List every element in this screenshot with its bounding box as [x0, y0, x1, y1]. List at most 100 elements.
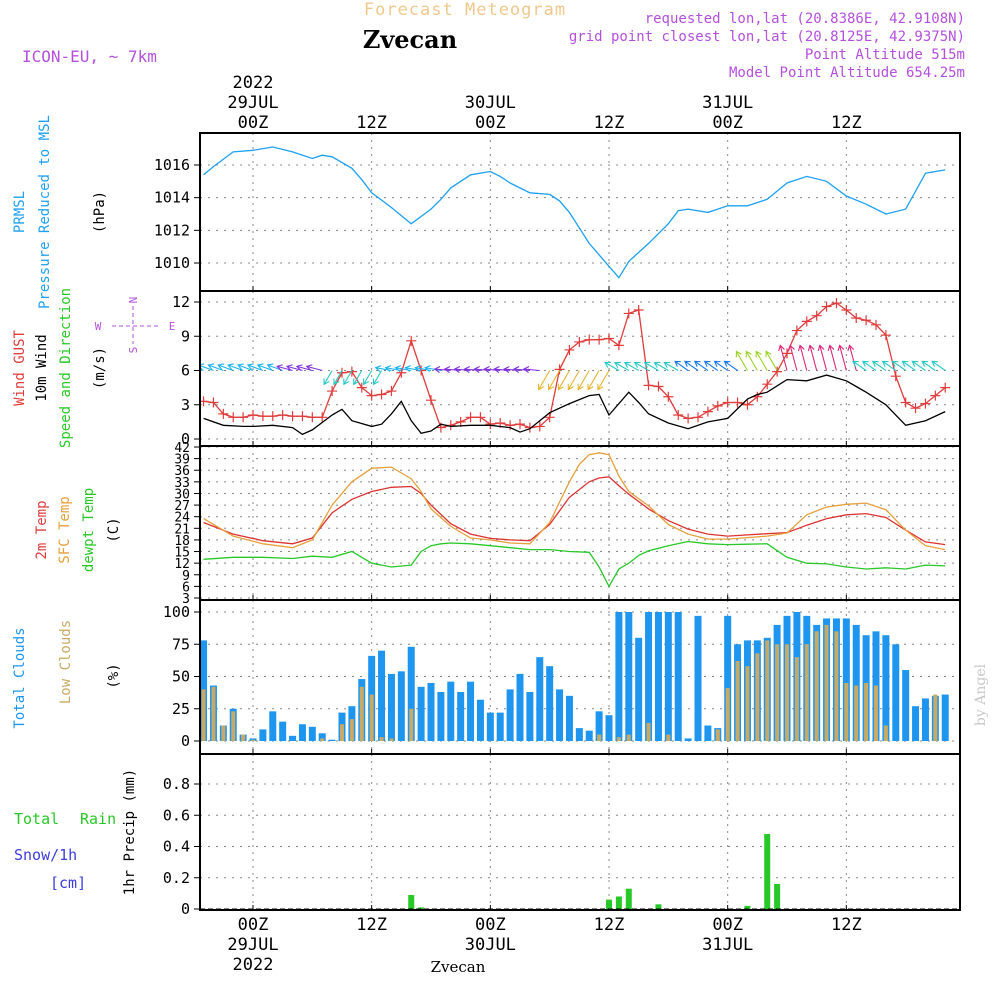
low-cloud-bar	[775, 644, 780, 741]
gust-marker	[287, 411, 298, 422]
gust-marker	[337, 367, 348, 378]
y-tick-label: 18	[174, 534, 190, 549]
gust-marker	[327, 386, 338, 397]
gust-marker	[693, 412, 704, 423]
total-cloud-bar	[565, 695, 573, 741]
wind-arrow	[755, 350, 768, 371]
total-cloud-bar	[921, 698, 929, 741]
total-cloud-bar	[289, 735, 297, 741]
precip-labels: Total Rain Snow/1h [cm] 1hr Precip (mm)	[14, 769, 138, 895]
total-cloud-bar	[308, 726, 316, 741]
gust-marker	[307, 412, 318, 423]
y-tick-label: 1012	[154, 221, 190, 239]
y-tick-label: 1014	[154, 189, 190, 207]
temp-labels: 2m Temp SFC Temp dewpt Temp (C)	[34, 488, 122, 572]
gust-marker	[791, 325, 802, 336]
wind-arrow	[512, 366, 530, 373]
y-tick-label: 3	[181, 396, 190, 414]
gust-marker	[515, 419, 526, 430]
y-tick-label: 39	[174, 453, 190, 468]
total-cloud-bar	[467, 681, 475, 741]
gust-marker	[346, 366, 357, 377]
total-cloud-bar	[437, 691, 445, 741]
clouds-unit-label: (%)	[106, 663, 122, 688]
low-cloud-bar	[616, 737, 621, 741]
total-clouds-label: Total Clouds	[12, 627, 28, 728]
gust-marker	[821, 301, 832, 312]
y-tick-label: 0.4	[163, 838, 190, 856]
low-cloud-bar	[745, 666, 750, 741]
wind-arrow	[323, 370, 333, 386]
gust-marker	[534, 421, 545, 432]
gust-marker	[218, 408, 229, 419]
wind-arrow	[538, 370, 551, 391]
rain-bar	[418, 907, 425, 909]
wind-arrow	[343, 370, 353, 386]
panels: 1010101210141016036912369121518212427303…	[154, 132, 961, 918]
gust-marker	[257, 411, 268, 422]
total-cloud-bar	[387, 673, 395, 741]
gust-marker	[910, 403, 921, 414]
compass-e: E	[169, 320, 176, 333]
wind-arrow	[604, 361, 620, 371]
total-cloud-bar	[417, 686, 425, 741]
snow-unit-label: [cm]	[50, 874, 86, 892]
rain-bar	[625, 888, 632, 909]
temp-unit-label: (C)	[106, 517, 122, 542]
wind10-label: 10m Wind	[34, 334, 50, 401]
gust-marker	[742, 399, 753, 410]
gust-marker	[851, 312, 862, 323]
wind-arrow	[333, 370, 343, 386]
footer-station: Zvecan	[431, 958, 486, 976]
prmsl-label: PRMSL	[12, 191, 28, 233]
model-label: ICON-EU, ~ 7km	[22, 47, 157, 66]
gust-marker	[663, 391, 674, 402]
gust-marker	[386, 386, 397, 397]
total-rain-label-b: Rain	[80, 810, 116, 828]
low-cloud-bar	[379, 737, 384, 741]
total-cloud-bar	[654, 612, 662, 741]
wind-arrow	[765, 350, 778, 371]
total-cloud-bar	[506, 689, 514, 741]
wind-arrow	[921, 360, 936, 371]
wind-arrow	[483, 366, 501, 373]
time-label: 12Z	[356, 915, 387, 935]
wind-arrow	[684, 360, 699, 371]
watermark: by Angel	[973, 663, 989, 726]
time-label: 30JUL	[465, 935, 516, 955]
gust-marker	[900, 397, 911, 408]
y-tick-label: 0.2	[163, 869, 190, 887]
gust-marker	[782, 348, 793, 359]
gust-marker	[861, 315, 872, 326]
total-cloud-bar	[694, 615, 702, 741]
series-wind-gust	[203, 302, 946, 429]
gust-marker	[277, 410, 288, 421]
requested-coords: requested lon,lat (20.8386E, 42.9108N)	[645, 11, 965, 27]
low-cloud-bar	[854, 685, 859, 741]
series-dewpt-temp	[203, 540, 946, 588]
low-cloud-bar	[834, 631, 839, 741]
gust-marker	[356, 382, 367, 393]
wind-arrow	[931, 360, 946, 371]
low-cloud-bar	[725, 688, 730, 741]
total-cloud-bar	[328, 739, 336, 741]
low-cloud-bar	[735, 661, 740, 741]
wind-arrow	[567, 370, 580, 391]
low-cloud-bar	[755, 653, 760, 741]
low-cloud-bar	[874, 685, 879, 741]
y-tick-label: 30	[174, 487, 190, 502]
gust-marker	[228, 412, 239, 423]
total-cloud-bar	[486, 712, 494, 741]
y-tick-label: 0	[181, 732, 190, 750]
gust-marker	[702, 406, 713, 417]
wind-arrow	[633, 361, 649, 371]
rain-bar	[774, 884, 781, 909]
gust-marker	[584, 334, 595, 345]
y-tick-label: 9	[182, 569, 190, 584]
gust-marker	[722, 397, 733, 408]
gust-marker	[772, 366, 783, 377]
y-tick-label: 0	[181, 900, 190, 918]
y-tick-label: 100	[163, 603, 190, 621]
wind-arrow	[703, 360, 719, 371]
precip-axis-label: 1hr Precip (mm)	[122, 769, 138, 895]
